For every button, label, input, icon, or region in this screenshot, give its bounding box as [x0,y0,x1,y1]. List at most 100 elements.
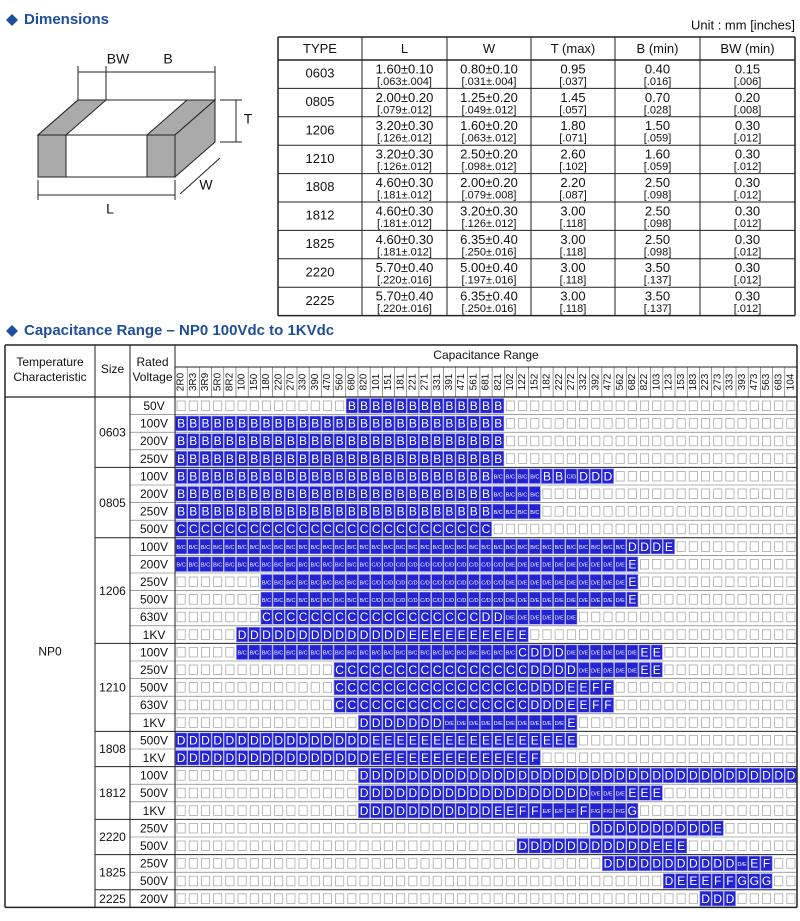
filled-cell [211,450,224,467]
filled-cell [504,626,517,643]
filled-cell [748,873,761,889]
header-voltage: Voltage [132,370,172,384]
empty-cell [774,629,784,640]
cell-code: D [360,716,369,730]
empty-cell [261,840,271,852]
cell-code: C/D [469,598,479,604]
cell-code: C [506,681,515,695]
empty-cell [591,523,601,535]
empty-cell [322,875,332,887]
empty-cell [676,629,686,640]
cell-code: D [238,751,247,765]
empty-cell [188,893,198,904]
cell-code: B/C [359,580,368,586]
cell-code: B/C [396,545,405,551]
code-label: 152 [529,373,540,390]
empty-cell [688,699,698,711]
empty-cell [664,435,674,447]
cell-code: B [177,487,185,501]
filled-cell [321,415,334,432]
empty-cell [591,435,601,447]
empty-cell [701,647,711,658]
filled-cell [504,609,517,625]
code-label: 680 [346,373,357,390]
filled-cell [577,644,590,660]
filled-cell [614,644,627,660]
cell-code: B/C [506,492,515,498]
empty-cell [713,541,723,552]
filled-cell [248,750,261,766]
mm-value: 2.00±0.20 [460,175,518,190]
empty-cell [664,470,674,482]
cell-code: D [555,681,564,695]
cell-code: E [506,628,514,642]
cell-code: D/E [628,668,638,674]
filled-cell [663,538,675,555]
filled-cell [504,503,517,520]
empty-cell [774,418,784,429]
mm-value: 4.60±0.30 [376,175,434,190]
empty-cell [725,823,735,834]
empty-cell [274,823,284,834]
filled-cell [272,450,285,467]
empty-cell [335,805,345,816]
cell-code: D [396,786,405,800]
cell-code: E [494,733,502,747]
filled-cell [528,838,541,854]
empty-cell [310,840,320,852]
filled-cell [577,574,590,590]
cell-code: B/C [347,651,356,657]
filled-cell [333,644,346,660]
cell-code: E [421,751,429,765]
empty-cell [725,664,735,676]
filled-cell [309,486,322,502]
filled-cell [492,714,505,731]
table-header: W [483,41,496,56]
cell-code: D [189,733,198,747]
cell-code: E [494,628,502,642]
empty-cell [213,629,223,640]
filled-cell [406,521,419,537]
cell-code: B [445,417,453,431]
empty-cell [335,875,345,887]
filled-cell [492,556,505,572]
empty-cell [566,823,576,834]
cell-code: C/D [408,580,418,586]
cell-code: B/C [311,563,320,569]
empty-cell [603,506,613,517]
filled-cell [528,591,541,607]
empty-cell [188,805,198,816]
size: 0603 [99,425,126,439]
empty-cell [213,664,223,676]
voltage: 500V [140,593,168,607]
filled-cell [333,450,346,467]
filled-cell [284,750,297,766]
cell-code: C/D [567,475,577,481]
cell-code: C [274,522,283,536]
filled-cell [504,679,517,695]
cell-code: C [408,522,417,536]
mm-value: 1.60±0.10 [376,61,434,76]
filled-cell [760,873,773,889]
cell-code: C [238,522,247,536]
filled-cell [419,450,431,467]
cell-code: D [299,628,308,642]
cell-code: F [531,804,538,818]
cell-code: B/C [567,545,576,551]
code-label: 560 [334,373,345,390]
filled-cell [419,415,431,432]
cell-code: E [421,733,429,747]
empty-cell [676,523,686,535]
cell-code: B [397,505,405,519]
filled-cell [284,626,297,643]
cell-code: B [201,487,209,501]
filled-cell [443,802,456,819]
cell-code: B [323,505,331,519]
cell-code: B/C [420,651,429,657]
empty-cell [200,400,210,412]
filled-cell [553,662,566,678]
filled-cell [406,679,419,695]
empty-cell [713,418,723,429]
filled-cell [370,591,383,607]
cell-code: D/E [567,580,577,586]
